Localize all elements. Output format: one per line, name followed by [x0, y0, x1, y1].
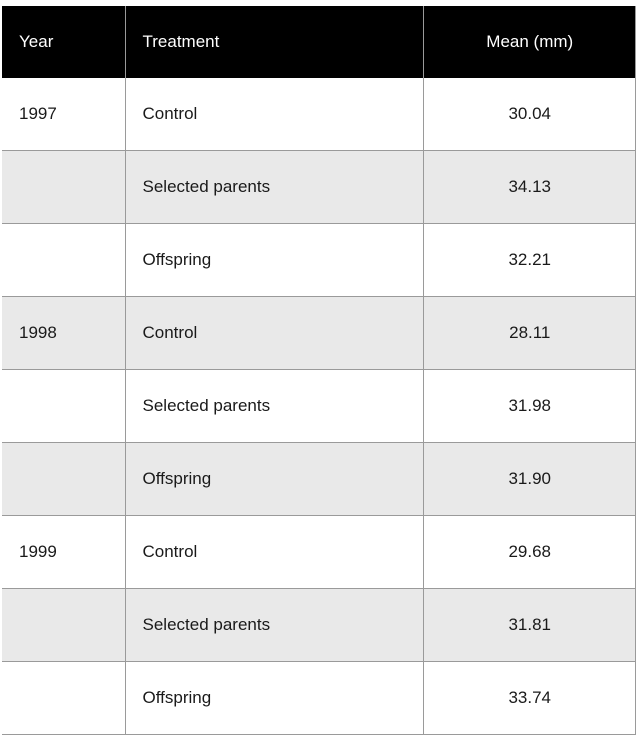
treatment-value: Selected parents — [142, 177, 271, 196]
year-cell — [2, 369, 125, 443]
year-cell — [2, 588, 125, 662]
treatment-cell: Offspring — [124, 442, 423, 516]
mean-value: 34.13 — [508, 177, 552, 196]
mean-value: 31.81 — [508, 615, 552, 634]
treatment-cell: Control — [124, 78, 423, 151]
treatment-cell: Offspring — [124, 223, 423, 297]
year-cell — [2, 150, 125, 224]
column-header-mean-label: Mean (mm) — [486, 32, 574, 51]
mean-cell: 29.68 — [422, 515, 636, 589]
table-row: Selected parents 31.81 — [2, 588, 636, 662]
year-value: 1999 — [19, 542, 57, 561]
treatment-value: Offspring — [142, 688, 212, 707]
treatment-cell: Offspring — [124, 661, 423, 735]
table-row: Offspring 33.74 — [2, 661, 636, 735]
mean-value: 28.11 — [509, 323, 551, 342]
column-header-treatment: Treatment — [124, 6, 423, 78]
treatment-value: Offspring — [142, 469, 212, 488]
column-header-year: Year — [2, 6, 125, 78]
table-row: Offspring 31.90 — [2, 442, 636, 516]
table-row: 1997 Control 30.04 — [2, 78, 636, 151]
table-row: Selected parents 31.98 — [2, 369, 636, 443]
treatment-cell: Selected parents — [124, 150, 423, 224]
year-cell — [2, 442, 125, 516]
mean-value: 32.21 — [508, 250, 552, 269]
year-cell: 1998 — [2, 296, 125, 370]
table-row: 1999 Control 29.68 — [2, 515, 636, 589]
treatment-cell: Selected parents — [124, 588, 423, 662]
treatment-cell: Selected parents — [124, 369, 423, 443]
year-cell — [2, 661, 125, 735]
year-value: 1998 — [19, 323, 57, 342]
table-right-border — [635, 6, 636, 735]
table-row: 1998 Control 28.11 — [2, 296, 636, 370]
mean-cell: 31.98 — [422, 369, 636, 443]
column-header-mean: Mean (mm) — [422, 6, 636, 78]
treatment-value: Control — [142, 323, 198, 342]
mean-cell: 32.21 — [422, 223, 636, 297]
year-cell — [2, 223, 125, 297]
mean-cell: 31.90 — [422, 442, 636, 516]
mean-value: 31.90 — [508, 469, 552, 488]
mean-value: 31.98 — [508, 396, 552, 415]
mean-cell: 30.04 — [422, 78, 636, 151]
data-table: Year Treatment Mean (mm) 1997 Control 30… — [2, 6, 636, 735]
mean-value: 33.74 — [508, 688, 552, 707]
table-header: Year Treatment Mean (mm) — [2, 6, 636, 78]
treatment-value: Control — [142, 542, 198, 561]
treatment-cell: Control — [124, 296, 423, 370]
mean-cell: 31.81 — [422, 588, 636, 662]
table-row: Selected parents 34.13 — [2, 150, 636, 224]
year-cell: 1997 — [2, 78, 125, 151]
mean-value: 30.04 — [508, 104, 552, 123]
treatment-value: Control — [142, 104, 198, 123]
mean-value: 29.68 — [508, 542, 552, 561]
mean-cell: 28.11 — [422, 296, 636, 370]
data-table-container: Year Treatment Mean (mm) 1997 Control 30… — [2, 6, 636, 735]
treatment-cell: Control — [124, 515, 423, 589]
header-row: Year Treatment Mean (mm) — [2, 6, 636, 78]
year-value: 1997 — [19, 104, 57, 123]
treatment-value: Selected parents — [142, 615, 271, 634]
year-cell: 1999 — [2, 515, 125, 589]
column-header-treatment-label: Treatment — [142, 32, 220, 51]
column-header-year-label: Year — [19, 32, 54, 51]
mean-cell: 33.74 — [422, 661, 636, 735]
table-body: 1997 Control 30.04 Selected parents 34.1… — [2, 78, 636, 735]
table-row: Offspring 32.21 — [2, 223, 636, 297]
treatment-value: Selected parents — [142, 396, 271, 415]
treatment-value: Offspring — [142, 250, 212, 269]
mean-cell: 34.13 — [422, 150, 636, 224]
